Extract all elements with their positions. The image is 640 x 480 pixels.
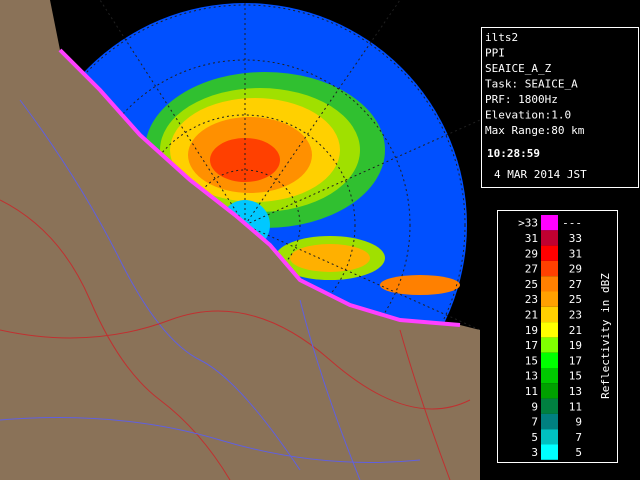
info-line: Task: SEAICE_A — [485, 78, 578, 91]
land — [0, 0, 480, 480]
legend-high: 15 — [569, 370, 582, 383]
legend-high: 29 — [569, 263, 582, 276]
legend-low: 17 — [525, 339, 538, 352]
legend-swatch — [541, 413, 558, 430]
legend-swatch — [541, 429, 558, 445]
legend-low: 5 — [531, 431, 538, 444]
legend-high: 7 — [575, 431, 582, 444]
info-line: ilts2 — [485, 31, 518, 44]
legend-swatch — [541, 368, 558, 384]
info-line: PPI — [485, 47, 505, 60]
legend-swatch — [541, 215, 558, 231]
info-line: PRF: 1800Hz — [485, 93, 558, 106]
legend-low: 7 — [531, 416, 538, 429]
legend-swatch — [541, 276, 558, 292]
info-panel — [481, 27, 639, 188]
legend-high: 11 — [569, 400, 582, 413]
echoes — [145, 72, 460, 295]
legend-title: Reflectivity in dBZ — [599, 273, 612, 399]
legend-swatch — [541, 337, 558, 353]
legend-swatch — [541, 245, 558, 261]
legend-high: 27 — [569, 278, 582, 291]
legend-swatch — [541, 230, 558, 246]
coast-clutter — [58, 48, 461, 327]
legend-low: >33 — [518, 217, 538, 230]
legend-low: 21 — [525, 308, 538, 321]
legend-swatch — [541, 306, 558, 323]
legend-swatch — [541, 260, 558, 277]
legend-swatch — [541, 398, 558, 414]
info-line: SEAICE_A_Z — [485, 62, 552, 75]
legend-swatch — [541, 444, 558, 460]
legend-low: 3 — [531, 446, 538, 459]
legend-swatch — [541, 352, 558, 368]
legend-low: 31 — [525, 232, 538, 245]
legend-low: 15 — [525, 354, 538, 367]
legend-low: 27 — [525, 263, 538, 276]
info-line: Elevation:1.0 — [485, 109, 571, 122]
info-line: Max Range:80 km — [485, 124, 585, 137]
legend-low: 11 — [525, 385, 538, 398]
legend-low: 29 — [525, 247, 538, 260]
legend-high: 9 — [575, 416, 582, 429]
legend-high: --- — [562, 217, 582, 230]
legend-high: 17 — [569, 354, 582, 367]
legend-high: 13 — [569, 385, 582, 398]
legend-swatch — [541, 291, 558, 307]
legend-low: 19 — [525, 324, 538, 337]
date: 4 MAR 2014 JST — [494, 168, 587, 181]
legend-high: 31 — [569, 247, 582, 260]
rivers-boundaries — [0, 99, 471, 480]
legend-low: 13 — [525, 370, 538, 383]
time: 10:28:59 — [487, 147, 540, 160]
legend-high: 25 — [569, 293, 582, 306]
legend-high: 5 — [575, 446, 582, 459]
legend-high: 23 — [569, 308, 582, 321]
legend-high: 19 — [569, 339, 582, 352]
legend-swatch — [541, 383, 558, 399]
legend-swatch — [541, 322, 558, 338]
legend-high: 33 — [569, 232, 582, 245]
legend-low: 25 — [525, 278, 538, 291]
legend-low: 23 — [525, 293, 538, 306]
legend-low: 9 — [531, 400, 538, 413]
radar-map — [0, 0, 480, 480]
legend-high: 21 — [569, 324, 582, 337]
